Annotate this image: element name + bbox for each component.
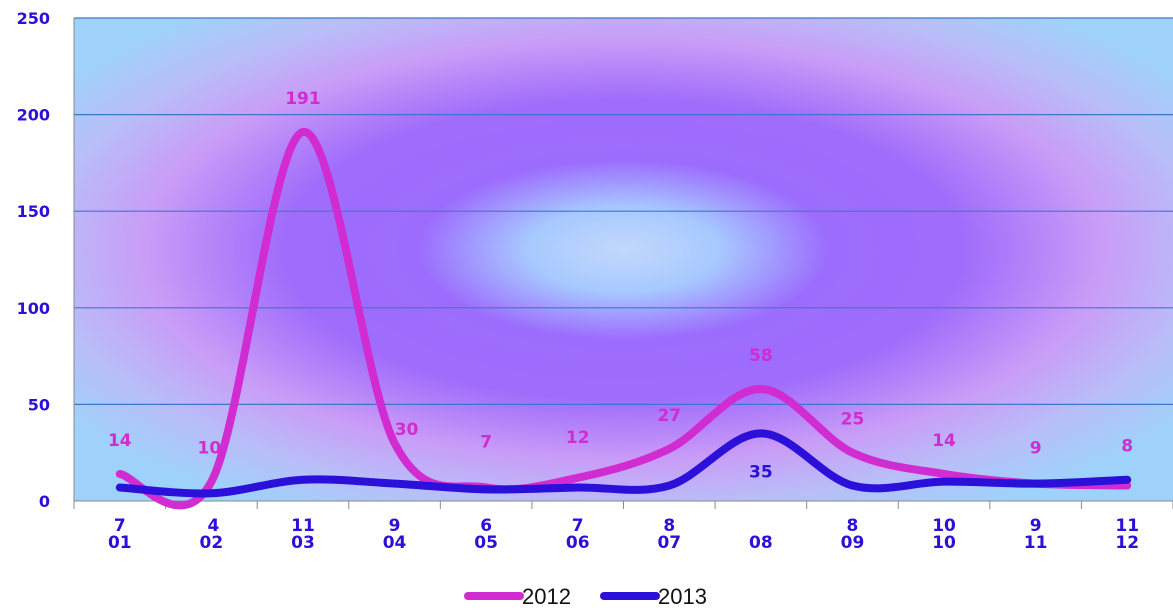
data-labels: 14 10 191 30 7 12 27 58 25 14 9 8 7 4 11 9 6 7 8 35 8 10 9 11 xyxy=(108,89,1139,536)
data-label-2013: 6 xyxy=(480,516,492,536)
series-lines xyxy=(115,127,1132,510)
x-tick-label: 01 xyxy=(108,533,132,553)
x-tick-label: 05 xyxy=(474,533,498,553)
data-label-2013: 10 xyxy=(932,516,956,536)
y-tick-label: 250 xyxy=(17,9,50,28)
y-tick-label: 50 xyxy=(28,395,50,414)
y-tick-label: 100 xyxy=(17,299,50,318)
y-tick-label: 150 xyxy=(17,202,50,221)
x-tick-label: 02 xyxy=(200,533,224,553)
data-label-2012: 14 xyxy=(932,431,956,451)
legend-label-2012: 2012 xyxy=(522,584,571,609)
data-label-2013: 11 xyxy=(291,516,315,536)
data-label-2013: 8 xyxy=(847,516,859,536)
data-label-2013: 9 xyxy=(389,516,401,536)
data-label-2012: 30 xyxy=(395,420,419,440)
data-label-2013: 7 xyxy=(572,516,584,536)
data-label-2012: 27 xyxy=(657,406,681,426)
plot-background xyxy=(74,18,1173,501)
data-label-2012: 58 xyxy=(749,346,773,366)
x-tick-label: 07 xyxy=(657,533,681,553)
series-line-2013 xyxy=(115,429,1132,498)
data-label-2012: 10 xyxy=(198,439,222,459)
legend-label-2013: 2013 xyxy=(658,584,707,609)
legend: 2012 2013 xyxy=(464,584,707,609)
data-label-2012: 9 xyxy=(1030,439,1042,459)
y-tick-label: 200 xyxy=(17,106,50,125)
data-label-2013: 9 xyxy=(1030,516,1042,536)
data-label-2012: 191 xyxy=(285,89,321,109)
x-tick-label: 08 xyxy=(749,533,773,553)
x-tick-label: 11 xyxy=(1024,533,1048,553)
x-tick-label: 04 xyxy=(383,533,407,553)
data-label-2012: 25 xyxy=(841,410,865,430)
data-label-2013: 8 xyxy=(663,516,675,536)
data-label-2013: 7 xyxy=(114,516,126,536)
x-tick-label: 12 xyxy=(1115,533,1139,553)
x-tick-label: 03 xyxy=(291,533,315,553)
x-tick-label: 09 xyxy=(841,533,865,553)
y-tick-label: 0 xyxy=(39,492,50,511)
data-label-2012: 8 xyxy=(1121,437,1133,457)
data-label-2013: 35 xyxy=(749,462,773,482)
x-tick-label: 10 xyxy=(932,533,956,553)
data-label-2013: 4 xyxy=(207,516,219,536)
data-label-2012: 14 xyxy=(108,431,132,451)
x-tick-label: 06 xyxy=(566,533,590,553)
data-label-2013: 11 xyxy=(1115,516,1139,536)
data-label-2012: 7 xyxy=(480,432,492,452)
data-label-2012: 12 xyxy=(566,428,590,448)
